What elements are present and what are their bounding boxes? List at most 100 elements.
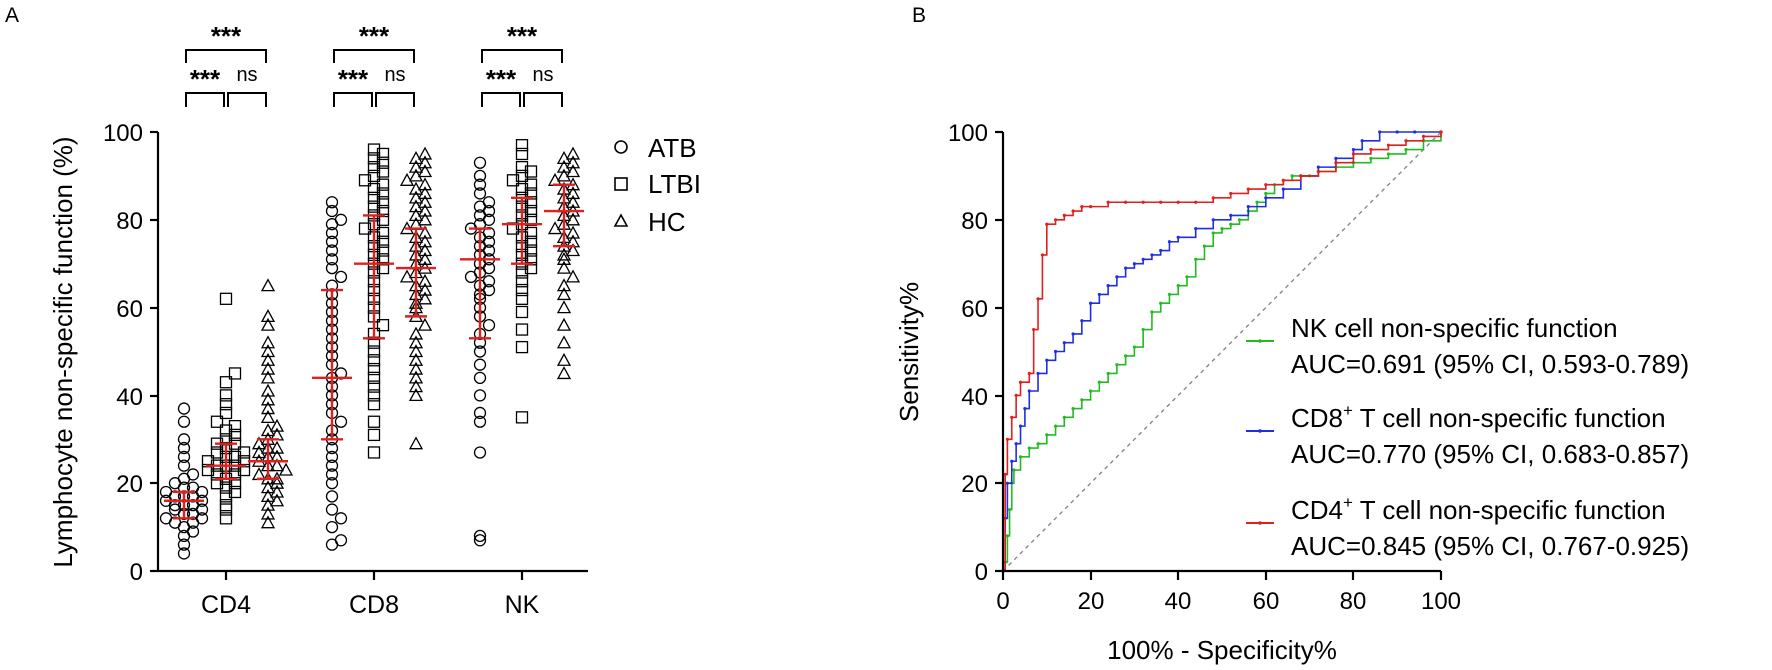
roc-point-cd8 xyxy=(1281,187,1285,191)
point-nk-ltbi xyxy=(515,340,529,354)
point-cd4-hc xyxy=(260,344,276,358)
panel-b-xtick-label: 100 xyxy=(1421,588,1461,615)
roc-point-cd4 xyxy=(1141,200,1145,204)
point-cd4-atb xyxy=(177,433,191,446)
roc-point-nk xyxy=(1080,398,1084,402)
panel-a-summary-bars xyxy=(164,183,584,520)
legend-cd4-name: CD4+ T cell non-specific function xyxy=(1291,493,1666,525)
point-nk-hc xyxy=(565,225,581,239)
roc-point-nk xyxy=(1141,327,1145,332)
panel-b-ytick-labels: 0 20 40 60 80 100 xyxy=(948,120,988,586)
point-cd8-atb xyxy=(325,503,339,516)
point-nk-atb xyxy=(473,187,487,200)
point-cd4-atb xyxy=(177,450,191,464)
legend-nk-auc: AUC=0.691 (95% CI, 0.593-0.789) xyxy=(1291,349,1689,379)
roc-point-cd4 xyxy=(1080,205,1084,209)
point-cd8-hc xyxy=(417,177,433,191)
roc-point-cd4 xyxy=(1003,472,1007,477)
point-cd4-hc xyxy=(260,392,276,406)
point-cd8-ltbi xyxy=(376,165,390,178)
roc-point-cd4 xyxy=(1018,380,1023,384)
panel-a-y-axis-title: Lymphocyte non-specific function (%) xyxy=(48,136,78,567)
point-cd8-atb xyxy=(334,415,348,428)
panel-b-xtick-label: 60 xyxy=(1253,588,1280,615)
point-nk-atb xyxy=(473,534,487,547)
roc-point-cd8 xyxy=(1018,424,1023,428)
panel-b-x-axis-title: 100% - Specificity% xyxy=(1107,635,1337,665)
roc-point-cd8 xyxy=(1014,442,1018,446)
point-cd4-ltbi xyxy=(219,424,233,437)
roc-point-nk xyxy=(1062,415,1066,419)
point-nk-ltbi xyxy=(515,283,529,297)
roc-point-cd4 xyxy=(1404,139,1408,143)
roc-point-cd4 xyxy=(1299,174,1303,178)
legend-swatch-nk-dot xyxy=(1258,339,1262,343)
roc-point-nk xyxy=(1176,284,1180,288)
roc-point-nk xyxy=(1290,174,1294,178)
point-cd4-hc xyxy=(269,458,285,472)
roc-point-nk xyxy=(1071,406,1075,411)
point-cd4-ltbi xyxy=(219,406,233,420)
significance-labels: *** *** ns *** *** ns *** *** ns xyxy=(190,21,554,94)
point-cd8-ltbi xyxy=(358,174,372,187)
roc-point-nk xyxy=(1264,191,1268,196)
point-nk-atb xyxy=(473,406,487,420)
point-cd4-ltbi xyxy=(210,446,224,459)
point-cd4-ltbi xyxy=(228,485,242,499)
point-nk-ltbi xyxy=(524,244,538,257)
panel-b-ytick-label: 0 xyxy=(975,559,988,586)
panel-b-ytick-label: 40 xyxy=(961,384,988,411)
roc-point-cd4 xyxy=(1369,147,1373,152)
point-cd8-atb xyxy=(325,235,339,248)
point-cd4-atb xyxy=(177,538,191,551)
sig-label-nk-atb-hc: *** xyxy=(507,21,538,51)
point-cd8-ltbi xyxy=(367,160,381,174)
panel-a-ytick-label: 60 xyxy=(116,296,143,323)
point-cd4-hc xyxy=(260,409,276,423)
point-nk-hc xyxy=(556,317,572,331)
point-cd8-atb xyxy=(334,270,348,284)
roc-curves xyxy=(1001,130,1443,573)
roc-point-cd8 xyxy=(1010,459,1014,463)
point-cd4-atb xyxy=(177,459,191,472)
point-cd8-atb xyxy=(325,204,339,218)
roc-point-nk xyxy=(1007,507,1012,512)
bracket-cd8-atb-hc xyxy=(333,49,415,63)
roc-point-nk xyxy=(1220,226,1224,231)
point-nk-ltbi xyxy=(506,174,520,187)
point-nk-hc xyxy=(556,278,572,292)
point-nk-ltbi xyxy=(515,266,529,279)
sig-label-cd4-atb-hc: *** xyxy=(211,21,242,51)
point-cd8-ltbi xyxy=(358,222,372,235)
roc-point-cd8 xyxy=(1132,262,1136,266)
legend-cd8-name-sup: + xyxy=(1343,401,1353,420)
point-cd8-hc xyxy=(417,225,433,239)
roc-point-cd4 xyxy=(1124,200,1128,204)
point-nk-ltbi xyxy=(524,235,538,248)
panel-a-label: A xyxy=(5,4,19,27)
point-cd4-hc xyxy=(260,401,276,415)
point-nk-atb xyxy=(473,389,487,402)
roc-point-cd4 xyxy=(1106,200,1110,204)
point-cd4-atb xyxy=(186,468,200,481)
point-cd4-atb xyxy=(177,441,191,455)
sig-label-cd8-atb-hc: *** xyxy=(359,21,390,51)
point-nk-hc xyxy=(556,352,572,366)
roc-point-nk xyxy=(1237,218,1242,222)
panel-a-ytick-label: 100 xyxy=(103,120,143,147)
point-cd4-ltbi xyxy=(228,428,242,442)
legend-marker-ltbi-square-icon xyxy=(614,177,628,191)
point-nk-hc xyxy=(556,260,572,274)
point-cd8-ltbi xyxy=(367,389,381,402)
panel-b-axes xyxy=(995,130,1443,580)
legend-nk-name: NK cell non-specific function xyxy=(1291,313,1618,343)
point-cd8-ltbi xyxy=(376,187,390,200)
roc-point-cd4 xyxy=(1281,178,1285,182)
point-cd8-hc xyxy=(417,146,433,160)
point-nk-hc xyxy=(556,251,572,265)
point-cd4-hc xyxy=(260,361,276,375)
roc-point-cd8 xyxy=(1005,481,1009,485)
point-cd8-hc xyxy=(408,436,424,450)
sig-label-cd4-atb-ltbi: *** xyxy=(190,64,221,94)
point-cd4-hc xyxy=(260,317,276,331)
